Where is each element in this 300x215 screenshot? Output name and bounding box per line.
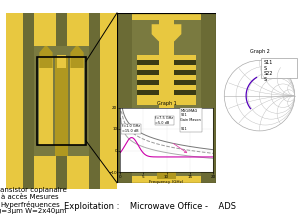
Title: Graph 1: Graph 1 (157, 101, 176, 106)
Text: f=1.0 GHz
=15.0 dB: f=1.0 GHz =15.0 dB (122, 124, 140, 133)
Bar (37, 57, 86, 145)
Text: S11: S11 (264, 60, 273, 65)
Bar (137, 55, 196, 105)
Text: f=7.5 GHz
=5.0 dB: f=7.5 GHz =5.0 dB (155, 116, 173, 125)
Polygon shape (152, 24, 182, 41)
Bar (137, 90, 196, 95)
Bar (137, 70, 196, 75)
Bar (137, 144, 196, 149)
Polygon shape (70, 46, 84, 68)
Bar (201, 13, 216, 183)
Bar (117, 13, 132, 183)
Text: S: S (264, 77, 267, 82)
Bar (137, 60, 196, 65)
Text: Transistor coplanaire: Transistor coplanaire (0, 187, 66, 193)
Bar (159, 20, 174, 176)
Bar (23, 13, 34, 189)
Text: MSG/MAG
S21
Gain Mason
 
S11: MSG/MAG S21 Gain Mason S11 (181, 109, 201, 131)
Bar (132, 20, 201, 176)
X-axis label: Frequency (GHz): Frequency (GHz) (149, 180, 184, 184)
Bar (34, 46, 89, 156)
Bar (89, 13, 100, 189)
Bar (137, 124, 196, 129)
Bar (137, 154, 196, 159)
Bar (137, 119, 196, 169)
Bar (137, 80, 196, 85)
Text: Lg=3μm W=2x40μm: Lg=3μm W=2x40μm (0, 208, 67, 214)
Bar (55, 57, 68, 156)
Polygon shape (157, 171, 176, 178)
Polygon shape (39, 46, 52, 68)
Text: Exploitation :    Microwave Office -    ADS: Exploitation : Microwave Office - ADS (64, 202, 236, 211)
Text: S: S (264, 66, 267, 71)
Bar (39, 57, 52, 145)
Bar (56, 13, 67, 189)
Bar (73, 134, 82, 145)
Text: à accès Mesures: à accès Mesures (1, 194, 59, 200)
Bar (137, 134, 196, 139)
Text: Hyperfréquences: Hyperfréquences (0, 201, 60, 208)
Text: S22: S22 (264, 71, 273, 76)
Bar (70, 57, 84, 145)
Text: Graph 2: Graph 2 (250, 49, 269, 54)
Bar (261, 58, 297, 78)
Bar (41, 134, 50, 145)
Bar (57, 55, 66, 68)
